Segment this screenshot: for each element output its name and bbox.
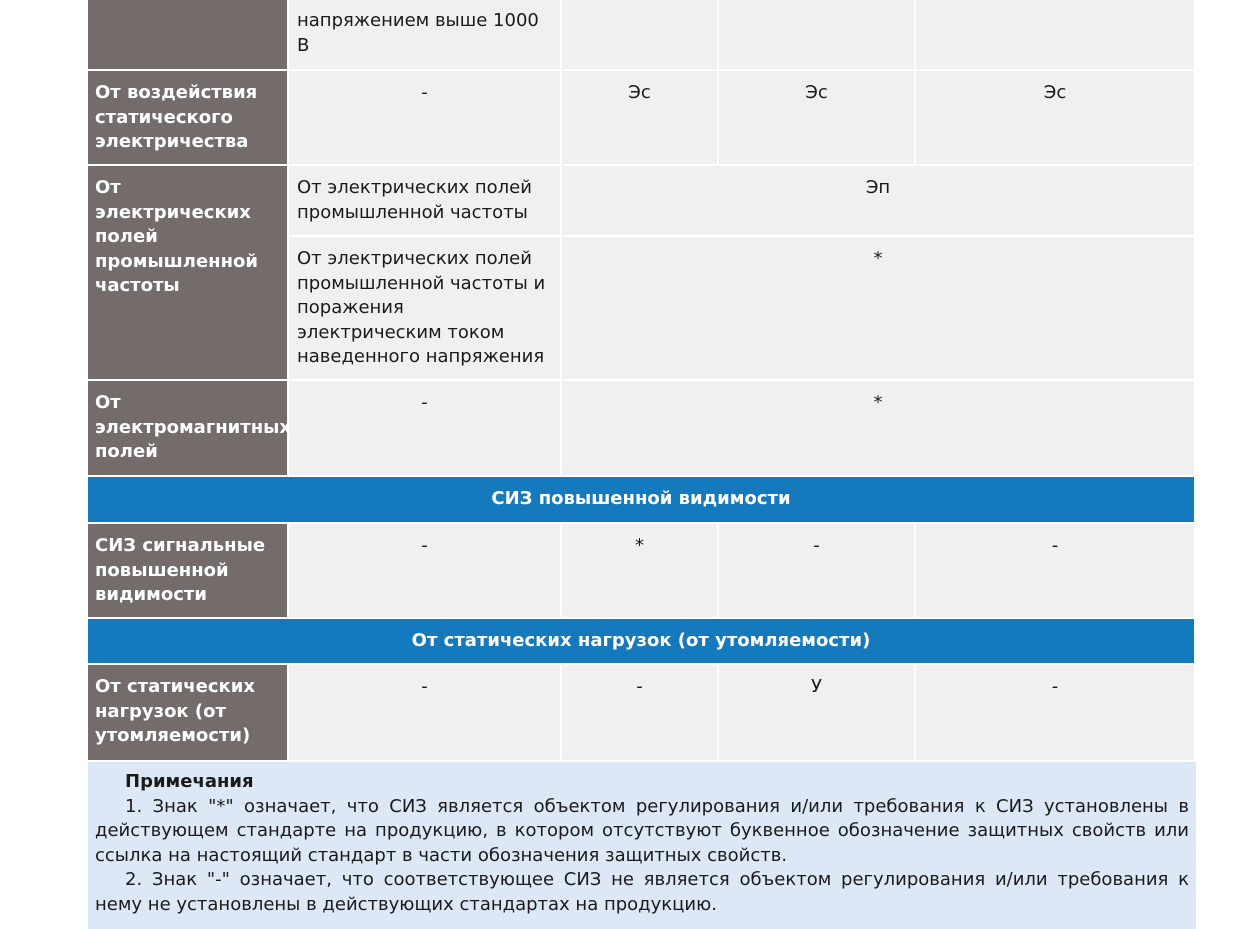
table-cell: * [562, 237, 1196, 381]
table-cell: - [289, 524, 562, 619]
row-header-cell: От статических нагрузок (от утомляемости… [88, 665, 289, 762]
notes-title: Примечания [125, 771, 254, 792]
table-cell [719, 0, 916, 71]
section-header: От статических нагрузок (от утомляемости… [88, 619, 1196, 665]
table-cell: - [562, 665, 719, 762]
note-item-2: 2. Знак "-" означает, что соответствующе… [95, 869, 1189, 915]
table-row: От электрических полей промышленной част… [88, 166, 1196, 381]
table-cell: - [916, 665, 1196, 762]
section-row: От статических нагрузок (от утомляемости… [88, 619, 1196, 665]
table-cell: Эс [562, 71, 719, 166]
table-cell: Эп [562, 166, 1196, 237]
table-cell: У [719, 665, 916, 762]
section-row: СИЗ повышенной видимости [88, 477, 1196, 524]
table-cell: Эс [719, 71, 916, 166]
table-row: напряжением выше 1000 В [88, 0, 1196, 71]
section-header: СИЗ повышенной видимости [88, 477, 1196, 524]
row-header-cell [88, 0, 289, 71]
protection-table: напряжением выше 1000 В От воздействия с… [88, 0, 1196, 762]
table-cell: - [289, 71, 562, 166]
table-cell: напряжением выше 1000 В [289, 0, 562, 71]
table-cell [916, 0, 1196, 71]
table-cell: От электрических полей промышленной част… [289, 237, 562, 381]
table-cell: - [916, 524, 1196, 619]
row-header-cell: СИЗ сигнальные повышенной видимости [88, 524, 289, 619]
table-cell: - [719, 524, 916, 619]
table-cell: Эс [916, 71, 1196, 166]
table-row: СИЗ сигнальные повышенной видимости - * … [88, 524, 1196, 619]
table-row: От статических нагрузок (от утомляемости… [88, 665, 1196, 762]
table-row: От воздействия статического электричеств… [88, 71, 1196, 166]
table-row: От электрических полей промышленной част… [88, 237, 1196, 381]
table-cell: * [562, 524, 719, 619]
notes-block: Примечания 1. Знак "*" означает, что СИЗ… [88, 762, 1196, 929]
table-cell: От электрических полей промышленной част… [289, 166, 562, 237]
table-cell [562, 0, 719, 71]
table-cell: * [562, 381, 1196, 477]
table-cell: - [289, 381, 562, 477]
row-header-cell: От электромагнитных полей [88, 381, 291, 477]
row-header-cell: От воздействия статического электричеств… [88, 71, 289, 166]
row-header-cell: От электрических полей промышленной част… [88, 166, 289, 381]
table-cell: - [289, 665, 562, 762]
note-item-1: 1. Знак "*" означает, что СИЗ является о… [95, 795, 1189, 866]
table-row: От электромагнитных полей - * [88, 381, 1196, 477]
